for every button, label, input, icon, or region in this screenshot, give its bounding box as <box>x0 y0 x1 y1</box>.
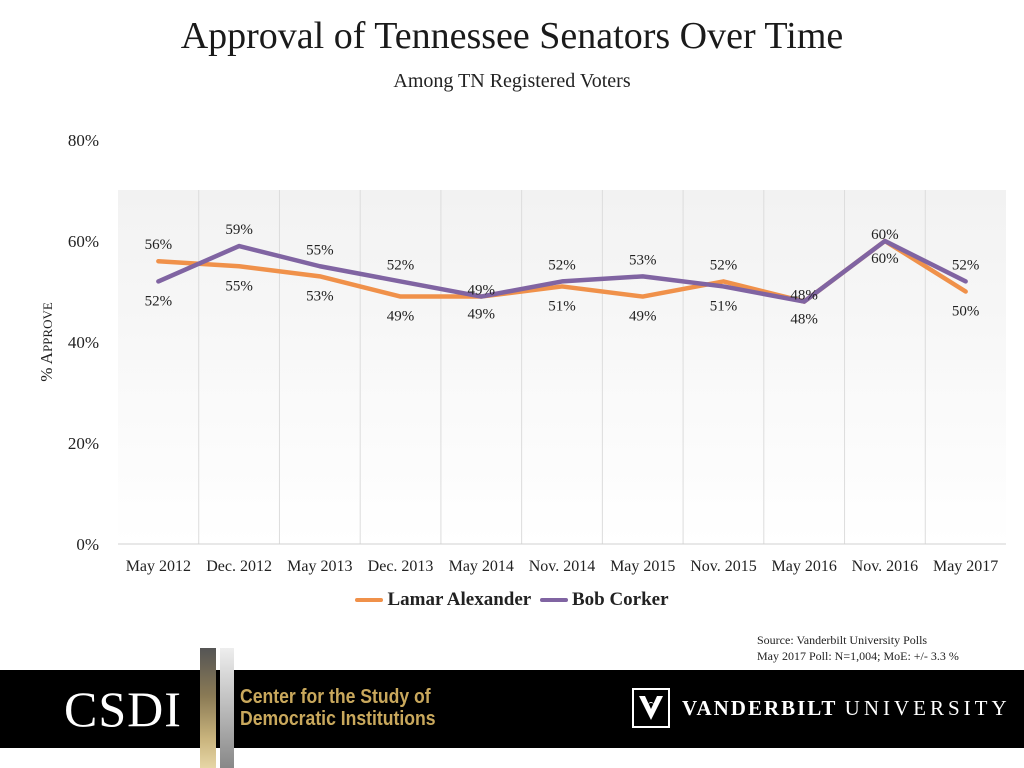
data-label: 59% <box>225 222 253 238</box>
x-tick-label: Nov. 2016 <box>852 558 919 575</box>
x-tick-label: May 2014 <box>449 558 514 575</box>
chart-subtitle: Among TN Registered Voters <box>393 70 631 92</box>
data-label: 50% <box>952 304 980 320</box>
legend: Lamar Alexander Bob Corker <box>0 586 1024 611</box>
x-tick-label: Dec. 2013 <box>368 558 434 575</box>
legend-label: Bob Corker <box>571 589 669 610</box>
y-axis-label: % APPROVE <box>37 302 56 382</box>
x-tick-label: Nov. 2015 <box>690 558 757 575</box>
data-label: 48% <box>790 288 818 304</box>
y-axis-ticks: 0% 20% 40% 60% 80% <box>68 131 99 554</box>
data-label: 52% <box>387 257 415 273</box>
data-label: 52% <box>952 257 980 273</box>
y-tick-label: 40% <box>68 333 99 352</box>
data-label: 49% <box>468 307 496 323</box>
plot-background <box>118 190 1006 545</box>
vu-bold: VANDERBILT <box>682 696 838 720</box>
data-label: 56% <box>145 237 173 253</box>
y-tick-label: 20% <box>68 434 99 453</box>
center-name: Center for the Study of Democratic Insti… <box>240 686 436 730</box>
data-label: 55% <box>225 278 253 294</box>
x-tick-label: May 2012 <box>126 558 191 575</box>
y-tick-label: 60% <box>68 232 99 251</box>
legend-item-bob-corker: Bob Corker <box>539 589 669 611</box>
vanderbilt-wordmark: VANDERBILT UNIVERSITY <box>682 696 1011 721</box>
data-label: 52% <box>710 257 738 273</box>
chart-title: Approval of Tennessee Senators Over Time <box>180 15 844 57</box>
data-label: 51% <box>548 298 576 314</box>
data-label: 49% <box>387 309 415 325</box>
data-label: 55% <box>306 242 334 258</box>
data-label: 53% <box>306 288 334 304</box>
series-line-bob-corker <box>156 238 968 304</box>
x-tick-label: Dec. 2012 <box>206 558 272 575</box>
legend-swatch-lamar-alexander <box>355 598 384 602</box>
vanderbilt-shield-icon <box>632 688 670 728</box>
vu-light: UNIVERSITY <box>844 696 1011 720</box>
data-label: 60% <box>871 251 899 267</box>
line-chart: 0% 20% 40% 60% 80% May 2012 Dec. 2012 May 2013… <box>37 131 1006 575</box>
legend-swatch-bob-corker <box>539 598 568 602</box>
logo-bars <box>200 648 236 768</box>
data-label: 52% <box>548 257 576 273</box>
x-tick-label: May 2015 <box>610 558 675 575</box>
data-label: 52% <box>145 293 173 309</box>
x-tick-label: May 2017 <box>933 558 998 575</box>
data-label: 53% <box>629 252 657 268</box>
y-tick-label: 0% <box>76 535 99 554</box>
footer-banner <box>0 670 1024 748</box>
data-label: 49% <box>468 283 496 299</box>
center-name-line1: Center for the Study of <box>240 686 431 708</box>
x-axis-ticks: May 2012 Dec. 2012 May 2013 Dec. 2013 May 20… <box>126 558 999 575</box>
poll-note: May 2017 Poll: N=1,004; MoE: +/- 3.3 % <box>757 649 959 663</box>
legend-item-lamar-alexander: Lamar Alexander <box>355 589 531 611</box>
csdi-logo: CSDI <box>64 681 182 737</box>
source-note: Source: Vanderbilt University Polls May … <box>757 632 959 664</box>
data-label: 60% <box>871 227 899 243</box>
x-tick-label: Nov. 2014 <box>529 558 596 575</box>
x-tick-label: May 2016 <box>772 558 837 575</box>
x-tick-label: May 2013 <box>287 558 352 575</box>
data-label: 51% <box>710 298 738 314</box>
legend-label: Lamar Alexander <box>387 589 532 610</box>
gridlines <box>118 190 1006 545</box>
source-line: Source: Vanderbilt University Polls <box>757 633 928 647</box>
data-label: 49% <box>629 309 657 325</box>
data-label: 48% <box>790 312 818 328</box>
series-lines <box>156 238 968 304</box>
data-labels: 56% 52% 55% 59% 53% 55% 49% 52% 49% 49% 51% 52% 49% 5… <box>145 222 980 328</box>
center-name-line2: Democratic Institutions <box>240 708 436 730</box>
y-tick-label: 80% <box>68 131 99 150</box>
